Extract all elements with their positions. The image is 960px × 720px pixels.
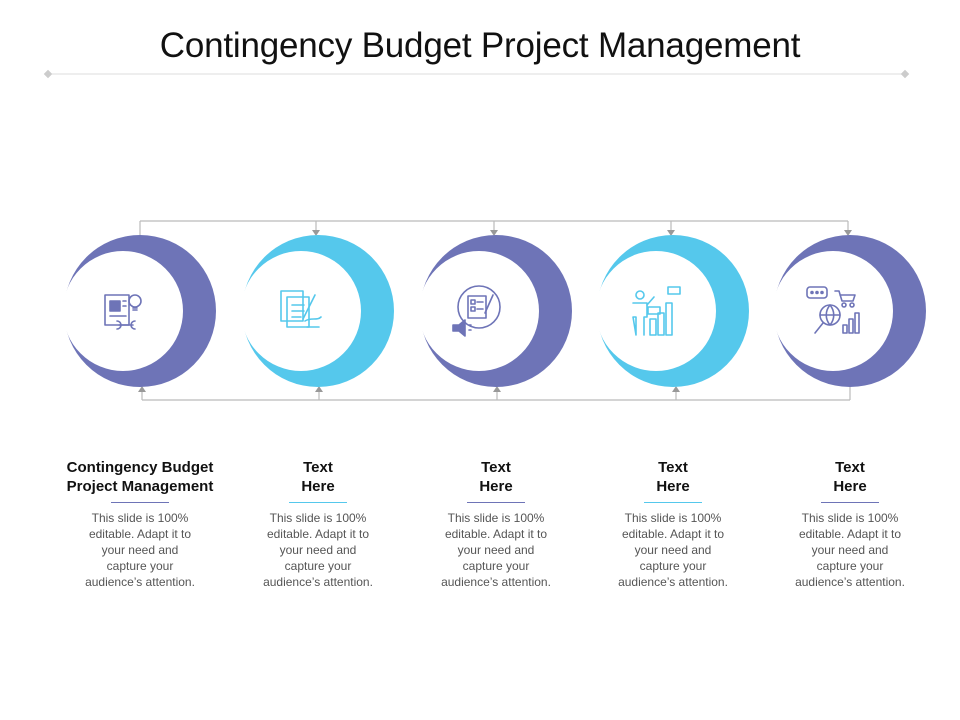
global-commerce-icon	[806, 286, 860, 334]
step-inner-circle	[596, 251, 716, 371]
divider-left-diamond	[43, 69, 53, 79]
step-description-line: capture your	[284, 559, 352, 573]
step-description-line: capture your	[462, 559, 530, 573]
step-description-line: editable. Adapt it to	[444, 527, 548, 541]
step-node	[63, 235, 216, 387]
page-title: Contingency Budget Project Management	[159, 26, 801, 65]
step-description-line: audience’s attention.	[795, 575, 905, 589]
step-node	[419, 235, 572, 387]
checklist-megaphone-icon	[452, 285, 501, 337]
step-heading-line: Here	[479, 478, 513, 495]
step-heading-line: Here	[833, 478, 867, 495]
step-heading-line: Here	[656, 478, 690, 495]
up-arrow-icon	[315, 386, 323, 392]
step-heading: Text Here	[406, 458, 586, 496]
step-node	[773, 235, 926, 387]
step-node	[241, 235, 394, 387]
step-heading-line: Text	[303, 459, 333, 476]
step-description-line: editable. Adapt it to	[88, 527, 192, 541]
connector-lines	[138, 220, 852, 401]
step-description-line: capture your	[816, 559, 884, 573]
up-arrow-icon	[493, 386, 501, 392]
step-description: This slide is 100% editable. Adapt it to y…	[426, 510, 566, 590]
step-description-line: This slide is 100%	[624, 511, 722, 525]
step-heading-line: Text	[835, 459, 865, 476]
step-description-line: your need and	[101, 543, 179, 557]
step-description-line: your need and	[457, 543, 535, 557]
step-description-line: This slide is 100%	[801, 511, 899, 525]
step-underline	[644, 502, 702, 503]
step-description-line: audience’s attention.	[618, 575, 728, 589]
step-description: This slide is 100% editable. Adapt it to y…	[70, 510, 210, 590]
document-signing-icon	[280, 290, 322, 328]
down-arrow-icon	[844, 230, 852, 236]
step-heading-line: Project Management	[66, 478, 214, 495]
step-description-line: editable. Adapt it to	[621, 527, 725, 541]
step-underline	[289, 502, 347, 503]
down-arrow-icon	[490, 230, 498, 236]
step-description-line: audience’s attention.	[85, 575, 195, 589]
title-divider	[43, 69, 910, 79]
budget-planning-icon	[104, 294, 142, 330]
down-arrow-icon	[312, 230, 320, 236]
up-arrow-icon	[138, 386, 146, 392]
step-underline	[821, 502, 879, 503]
step-underline	[111, 502, 169, 503]
step-description: This slide is 100% editable. Adapt it to y…	[603, 510, 743, 590]
step-description-line: editable. Adapt it to	[266, 527, 370, 541]
step-heading: Text Here	[583, 458, 763, 496]
up-arrow-icon	[672, 386, 680, 392]
step-heading: Text Here	[228, 458, 408, 496]
step-description-line: your need and	[811, 543, 889, 557]
step-heading-line: Here	[301, 478, 335, 495]
presenter-chart-icon	[632, 286, 681, 336]
step-inner-circle	[419, 251, 539, 371]
step-description-line: This slide is 100%	[447, 511, 545, 525]
step-heading-line: Text	[481, 459, 511, 476]
step-description-line: audience’s attention.	[263, 575, 373, 589]
step-description: This slide is 100% editable. Adapt it to y…	[780, 510, 920, 590]
step-node	[596, 235, 749, 387]
down-arrow-icon	[667, 230, 675, 236]
step-description-line: editable. Adapt it to	[798, 527, 902, 541]
step-description-line: capture your	[639, 559, 707, 573]
step-description: This slide is 100% editable. Adapt it to y…	[248, 510, 388, 590]
step-heading-line: Contingency Budget	[66, 459, 214, 476]
step-description-line: capture your	[106, 559, 174, 573]
step-description-line: your need and	[279, 543, 357, 557]
step-description-line: This slide is 100%	[91, 511, 189, 525]
step-description-line: your need and	[634, 543, 712, 557]
step-heading: Text Here	[760, 458, 940, 496]
step-description-line: This slide is 100%	[269, 511, 367, 525]
step-heading-line: Text	[658, 459, 688, 476]
step-description-line: audience’s attention.	[441, 575, 551, 589]
step-heading: Contingency Budget Project Management	[50, 458, 230, 496]
step-circles	[63, 235, 926, 387]
step-inner-circle	[63, 251, 183, 371]
step-underline	[467, 502, 525, 503]
